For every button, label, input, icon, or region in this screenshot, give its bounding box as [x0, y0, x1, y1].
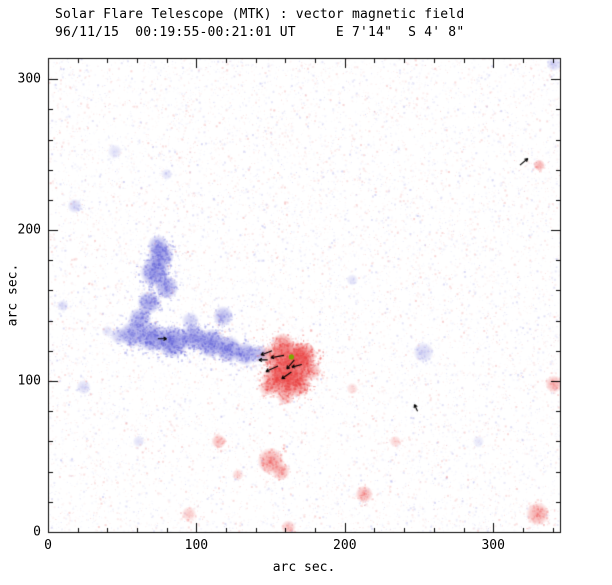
y-axis-label: arc sec. — [5, 263, 21, 327]
y-tick-label: 300 — [17, 71, 41, 87]
figure-title: Solar Flare Telescope (MTK) : vector mag… — [55, 7, 465, 22]
x-axis-label: arc sec. — [272, 560, 336, 575]
x-tick-label: 200 — [333, 538, 357, 553]
figure-subtitle: 96/11/15 00:19:55-00:21:01 UT E 7'14" S … — [55, 25, 465, 40]
x-tick-label: 0 — [44, 538, 52, 553]
y-tick-label: 0 — [33, 524, 41, 540]
y-tick-label: 100 — [17, 373, 41, 389]
y-tick-label: 200 — [17, 222, 41, 238]
x-tick-label: 300 — [481, 538, 505, 553]
x-tick-label: 100 — [184, 538, 209, 553]
